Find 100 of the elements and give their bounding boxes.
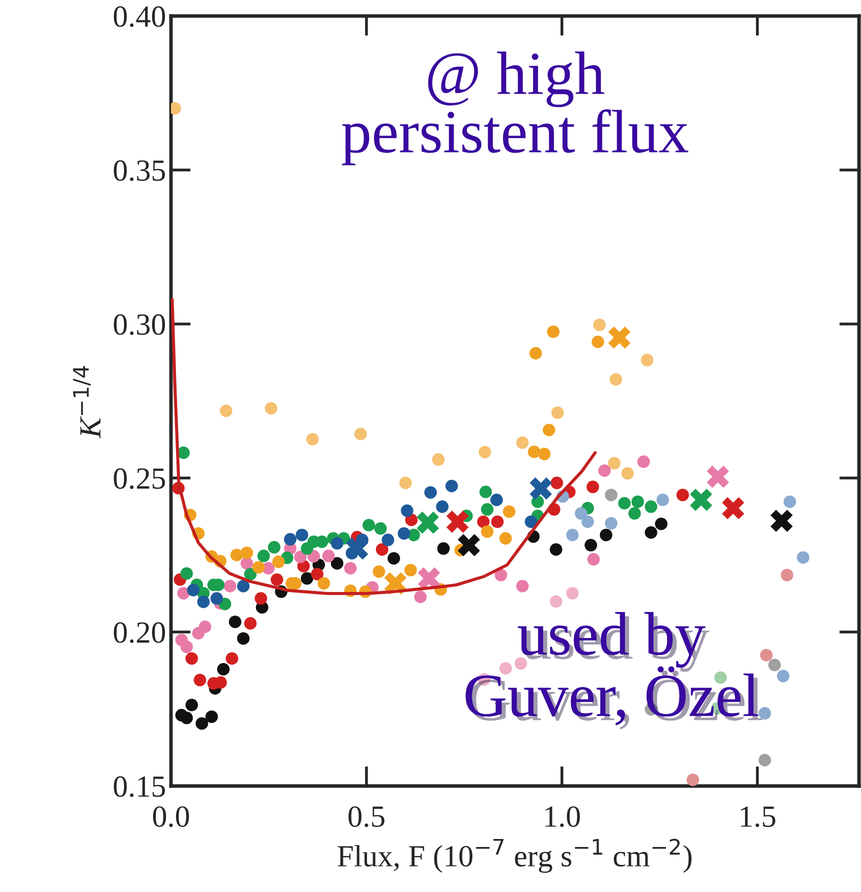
point: [784, 495, 796, 508]
point: [516, 436, 529, 449]
point: [524, 515, 538, 528]
point: [490, 494, 503, 506]
point: [180, 640, 193, 654]
point: [264, 402, 278, 415]
point: [252, 561, 265, 574]
point: [180, 712, 193, 724]
point: [432, 453, 445, 466]
point: [306, 432, 319, 446]
point: [479, 486, 492, 498]
point: [776, 670, 790, 682]
point: [604, 488, 618, 502]
point: [502, 505, 516, 518]
point: [414, 590, 427, 604]
point: [344, 562, 357, 574]
point: [574, 507, 588, 520]
point: [416, 512, 439, 534]
point: [240, 546, 254, 560]
point: [551, 406, 564, 419]
point: [566, 528, 579, 542]
point: [768, 658, 781, 672]
point: [220, 404, 232, 418]
point: [228, 616, 242, 628]
point: [604, 517, 618, 530]
point: [550, 595, 562, 608]
y-tick-label: 0.35: [114, 160, 165, 182]
point: [654, 518, 668, 530]
point: [330, 537, 344, 550]
point: [758, 754, 772, 766]
point: [404, 564, 417, 576]
point: [196, 717, 208, 730]
point: [618, 497, 631, 510]
point: [514, 657, 528, 670]
point: [388, 552, 400, 565]
y-tick-label: 0.25: [114, 468, 165, 490]
point: [270, 573, 284, 586]
x-tick-label: 1.5: [740, 806, 776, 828]
point: [237, 580, 250, 592]
point: [770, 510, 793, 532]
point: [796, 551, 810, 564]
y-tick-label: 0.20: [114, 622, 165, 644]
point: [185, 698, 198, 712]
point: [376, 543, 388, 556]
point: [382, 534, 394, 546]
point: [780, 568, 794, 582]
point: [284, 533, 296, 546]
x-tick-label: 0.0: [153, 806, 189, 828]
point: [318, 577, 330, 590]
x-tick-label: 1.0: [546, 806, 580, 828]
point: [494, 568, 508, 582]
point: [400, 504, 414, 517]
point: [608, 456, 621, 470]
point: [194, 674, 206, 686]
point: [480, 525, 494, 538]
point: [610, 373, 622, 386]
point: [686, 774, 700, 786]
point: [217, 663, 230, 676]
point: [322, 550, 335, 562]
point: [237, 632, 250, 645]
point: [644, 526, 658, 539]
point: [177, 446, 190, 459]
point: [530, 477, 552, 500]
point: [330, 557, 344, 570]
point: [529, 347, 542, 360]
point: [566, 586, 579, 600]
point: [224, 580, 236, 592]
point: [210, 592, 223, 605]
point: [296, 528, 308, 542]
point: [230, 548, 243, 562]
point: [446, 510, 469, 533]
annotation: used by Guver, Özel: [466, 612, 762, 730]
x-axis-title: Flux, F (10$^{−7}$ erg s$^{−1}$ cm$^{−2}$): [338, 838, 692, 873]
y-tick-label: 0.15: [114, 776, 165, 798]
point: [760, 648, 773, 662]
y-tick-label: 0.40: [114, 6, 165, 28]
point: [354, 428, 367, 440]
point: [593, 318, 606, 332]
y-axis-title: K$^{−1/4}$: [73, 366, 100, 438]
point: [294, 550, 307, 564]
point: [592, 336, 604, 348]
point: [445, 480, 458, 492]
point: [458, 534, 480, 556]
point: [197, 596, 210, 608]
point: [424, 486, 437, 499]
point: [621, 467, 634, 480]
point: [436, 500, 449, 513]
point: [528, 446, 540, 458]
point: [477, 515, 490, 528]
point: [538, 448, 551, 460]
point: [398, 527, 410, 540]
point: [584, 538, 598, 552]
point: [587, 553, 600, 566]
point: [346, 537, 368, 560]
point: [399, 476, 412, 490]
point: [722, 497, 744, 520]
point: [244, 617, 257, 630]
point: [226, 652, 238, 665]
point: [656, 494, 670, 506]
point: [205, 710, 218, 723]
